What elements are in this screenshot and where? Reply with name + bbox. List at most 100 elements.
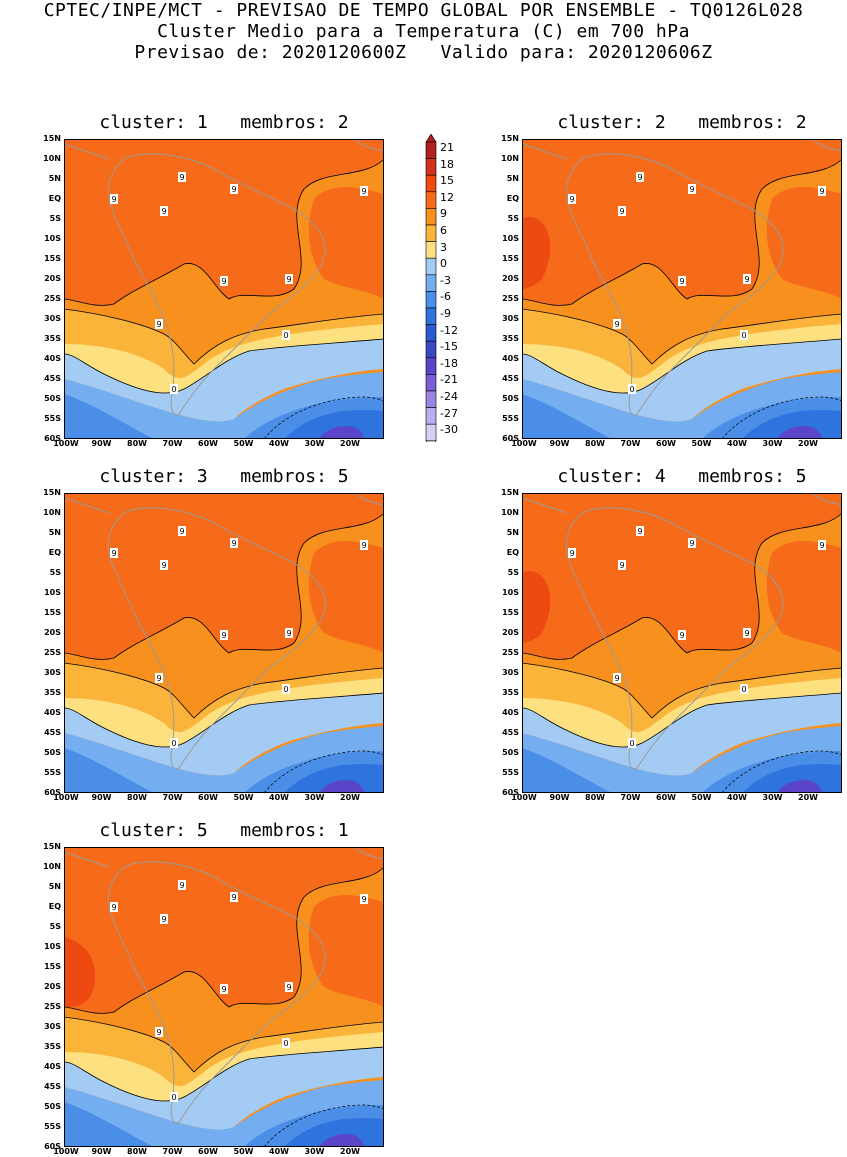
latitude-label: 40S	[44, 1062, 61, 1071]
colorbar-segment	[425, 208, 437, 226]
map-panel-cluster-4: 9 9 9 9 9 9 9 9 0 0 15N 10N 5N EQ 5S 10S 15S 20S 25S 30S 35S…	[501, 488, 842, 802]
contour-label: 9	[636, 172, 644, 182]
svg-text:9: 9	[286, 275, 291, 284]
latitude-label: EQ	[506, 548, 519, 557]
contour-label: 0	[628, 384, 636, 394]
africa-outline	[353, 847, 384, 860]
longitude-label: 60W	[656, 439, 676, 448]
svg-text:0: 0	[171, 385, 176, 394]
map-frame	[64, 493, 384, 793]
latitude-label: 5N	[48, 882, 61, 891]
svg-text:9: 9	[156, 1028, 161, 1037]
longitude-label: 80W	[127, 439, 147, 448]
longitude-label: 30W	[304, 1147, 325, 1156]
latitude-label: 25S	[502, 648, 519, 657]
longitude-label: 20W	[340, 793, 360, 802]
longitude-label: 20W	[798, 439, 818, 448]
svg-text:9: 9	[819, 187, 824, 196]
contour-label: 9	[230, 538, 238, 548]
colorbar-label: -21	[440, 373, 458, 387]
svg-text:9: 9	[614, 320, 619, 329]
temperature-band	[522, 339, 842, 422]
panel-4-title: cluster: 4 membros: 5	[557, 466, 807, 487]
longitude-label: 40W	[727, 793, 747, 802]
header-line-3: Previsao de: 2020120600Z Valido para: 20…	[134, 42, 713, 63]
svg-text:9: 9	[221, 631, 226, 640]
contour-label: 9	[160, 560, 168, 570]
colorbar-label: 9	[440, 207, 447, 221]
contour-label: 9	[155, 1027, 163, 1037]
latitude-label: 50S	[44, 1102, 61, 1111]
temperature-band	[64, 1047, 384, 1130]
svg-text:9: 9	[286, 983, 291, 992]
colorbar-segment	[425, 390, 437, 408]
contour-label: 9	[230, 892, 238, 902]
svg-text:0: 0	[283, 1039, 288, 1048]
latitude-label: 55S	[502, 768, 519, 777]
warm-spot	[522, 217, 551, 289]
colorbar-label: -6	[440, 290, 451, 304]
latitude-label: 10S	[502, 588, 519, 597]
latitude-label: EQ	[48, 548, 61, 557]
longitude-label: 30W	[304, 439, 325, 448]
map-panel-cluster-2: 9 9 9 9 9 9 9 9 0 0 15N 10N 5N EQ 5S 10S 15S 20S 25S 30S 35S…	[501, 134, 842, 448]
latitude-label: 15S	[44, 608, 61, 617]
contour-line	[522, 692, 842, 748]
contour-line	[64, 512, 384, 660]
colorbar-segment	[425, 340, 437, 359]
latitude-label: 10N	[501, 508, 519, 517]
contour-label: 9	[678, 276, 686, 286]
warm-spot	[522, 571, 551, 643]
contour-label: 9	[220, 276, 228, 286]
latitude-label: 40S	[502, 354, 519, 363]
longitude-label: 70W	[162, 1147, 183, 1156]
colorbar-segment	[425, 423, 437, 442]
colorbar-label: 18	[440, 157, 454, 171]
contour-label: 0	[170, 738, 178, 748]
contour-label: 9	[618, 560, 626, 570]
latitude-label: 20S	[44, 982, 61, 991]
latitude-label: 10S	[44, 942, 61, 951]
longitude-label: 100W	[511, 439, 537, 448]
contour-label: 9	[360, 540, 368, 550]
colorbar-segment	[425, 357, 437, 375]
latitude-label: 15S	[44, 962, 61, 971]
contour-label: 9	[285, 274, 293, 284]
latitude-label: 60S	[502, 788, 519, 797]
svg-text:9: 9	[569, 195, 574, 204]
longitude-label: 70W	[620, 439, 641, 448]
latitude-label: 55S	[44, 414, 61, 423]
contour-label: 9	[160, 914, 168, 924]
svg-text:9: 9	[156, 320, 161, 329]
svg-text:9: 9	[161, 561, 166, 570]
svg-text:0: 0	[171, 1093, 176, 1102]
latitude-label: 25S	[44, 648, 61, 657]
longitude-label: 40W	[727, 439, 747, 448]
latitude-label: 15S	[502, 254, 519, 263]
contour-line-negative	[263, 1104, 384, 1147]
header-line-1: CPTEC/INPE/MCT - PREVISAO DE TEMPO GLOBA…	[43, 0, 804, 21]
latitude-label: 50S	[502, 394, 519, 403]
longitude-label: 90W	[91, 1147, 112, 1156]
colorbar-segment	[425, 324, 437, 342]
latitude-label: 35S	[44, 688, 61, 697]
temperature-band	[308, 541, 384, 653]
svg-text:0: 0	[629, 385, 634, 394]
contour-line-negative	[263, 396, 384, 439]
panel-5-title: cluster: 5 membros: 1	[99, 820, 349, 841]
contour-line	[64, 692, 384, 748]
latitude-label: 20S	[44, 628, 61, 637]
svg-text:0: 0	[283, 685, 288, 694]
longitude-label: 60W	[198, 793, 218, 802]
latitude-label: 30S	[44, 1022, 61, 1031]
temperature-band	[64, 847, 384, 1014]
latitude-label: 40S	[44, 354, 61, 363]
longitude-label: 70W	[162, 439, 183, 448]
longitude-label: 70W	[620, 793, 641, 802]
temperature-band	[777, 780, 822, 793]
temperature-band	[308, 187, 384, 299]
contour-line-negative	[721, 750, 842, 793]
temperature-band	[522, 493, 842, 660]
svg-text:9: 9	[679, 277, 684, 286]
contour-line-negative	[263, 750, 384, 793]
